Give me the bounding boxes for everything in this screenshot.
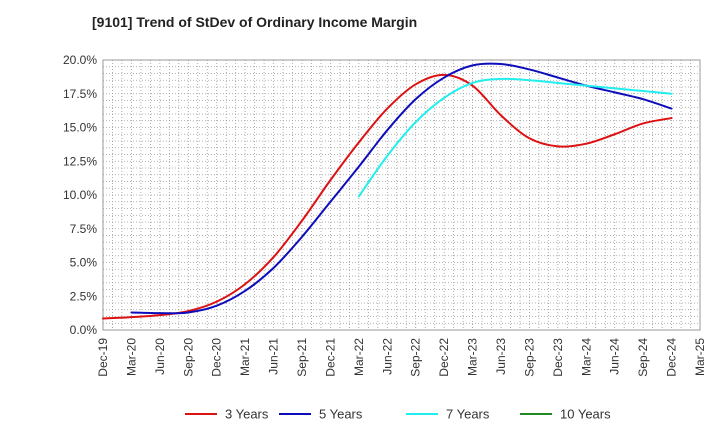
axis-layer: 0.0% 2.5% 5.0% 7.5% 10.0% 12.5% 15.0% 17.5% 20.0…: [63, 53, 707, 377]
grid-layer: [102, 59, 701, 331]
series-layer: [102, 62, 673, 320]
x-tick-label: Jun-21: [267, 338, 281, 375]
x-tick-label: Dec-19: [96, 338, 110, 377]
legend-label-7-years: 7 Years: [446, 407, 490, 422]
y-tick-label: 10.0%: [63, 188, 97, 202]
y-tick-label: 7.5%: [70, 222, 98, 236]
y-tick-label: 17.5%: [63, 87, 97, 101]
y-tick-label: 2.5%: [70, 289, 98, 303]
x-tick-label: Sep-22: [409, 338, 423, 377]
x-tick-label: Jun-20: [153, 338, 167, 375]
legend: 3 Years 5 Years 7 Years 10 Years: [185, 407, 611, 422]
x-tick-label: Mar-20: [124, 338, 138, 376]
y-tick-label: 0.0%: [70, 323, 98, 337]
x-tick-label: Sep-23: [522, 338, 536, 377]
y-tick-label: 20.0%: [63, 53, 97, 67]
y-tick-label: 15.0%: [63, 121, 97, 135]
x-tick-label: Dec-23: [551, 338, 565, 377]
x-tick-label: Dec-24: [665, 338, 679, 377]
series-line-7-years: [357, 77, 673, 198]
x-tick-label: Mar-21: [238, 338, 252, 376]
x-tick-label: Sep-24: [636, 338, 650, 377]
x-tick-label: Mar-25: [693, 338, 707, 376]
x-tick-label: Mar-24: [579, 338, 593, 376]
x-tick-label: Dec-21: [323, 338, 337, 377]
legend-label-3-years: 3 Years: [225, 407, 269, 422]
chart-title: [9101] Trend of StDev of Ordinary Income…: [92, 14, 418, 30]
x-tick-label: Dec-22: [437, 338, 451, 377]
x-tick-label: Jun-23: [494, 338, 508, 375]
x-tick-label: Mar-22: [352, 338, 366, 376]
x-tick-label: Jun-22: [380, 338, 394, 375]
x-tick-label: Sep-21: [295, 338, 309, 377]
x-tick-label: Dec-20: [210, 338, 224, 377]
y-tick-label: 12.5%: [63, 154, 97, 168]
y-tick-label: 5.0%: [70, 256, 98, 270]
x-tick-label: Jun-24: [608, 338, 622, 375]
x-tick-label: Mar-23: [466, 338, 480, 376]
series-line-3-years: [102, 73, 673, 320]
legend-label-5-years: 5 Years: [319, 407, 363, 422]
x-tick-label: Sep-20: [181, 338, 195, 377]
legend-label-10-years: 10 Years: [560, 407, 611, 422]
